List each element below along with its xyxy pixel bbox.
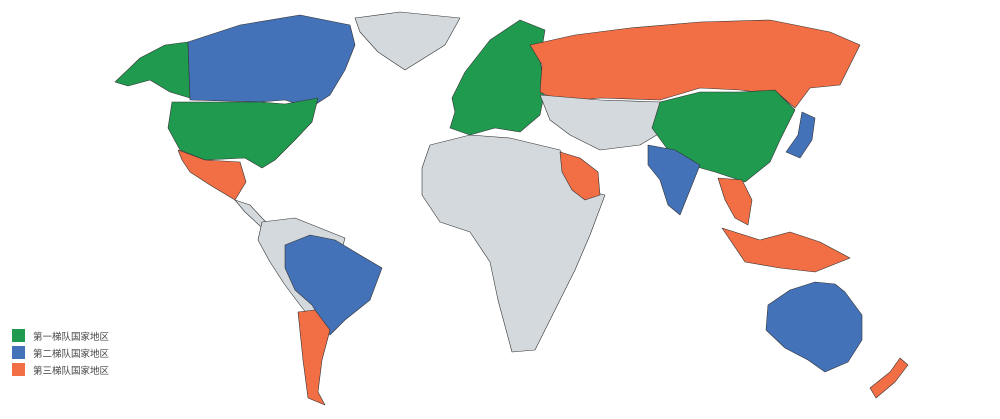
legend-label-tier3: 第三梯队国家地区 — [33, 365, 110, 377]
region-brazil — [284, 234, 383, 336]
legend-label-tier1: 第一梯队国家地区 — [33, 331, 110, 343]
legend-item-tier1: 第一梯队国家地区 — [12, 327, 109, 344]
region-indonesia — [721, 227, 851, 273]
region-argentina — [297, 309, 331, 406]
region-central-asia — [539, 94, 666, 151]
region-saudi-arabia — [559, 151, 601, 201]
region-japan — [785, 111, 816, 159]
region-greenland — [354, 11, 461, 71]
region-canada — [187, 14, 356, 109]
region-europe — [449, 19, 546, 136]
legend-item-tier2: 第二梯队国家地区 — [12, 344, 109, 361]
region-india — [647, 144, 701, 216]
region-southeast-asia — [717, 177, 753, 226]
region-usa — [167, 97, 319, 169]
region-new-zealand — [869, 357, 909, 399]
region-australia — [765, 281, 863, 373]
legend-swatch-tier3 — [12, 363, 25, 376]
legend-swatch-tier2 — [12, 346, 25, 359]
legend-swatch-tier1 — [12, 329, 25, 342]
region-alaska — [114, 41, 191, 99]
legend-label-tier2: 第二梯队国家地区 — [33, 348, 110, 360]
region-africa — [421, 134, 606, 353]
legend-item-tier3: 第三梯队国家地区 — [12, 361, 109, 378]
legend: 第一梯队国家地区 第二梯队国家地区 第三梯队国家地区 — [12, 327, 109, 378]
